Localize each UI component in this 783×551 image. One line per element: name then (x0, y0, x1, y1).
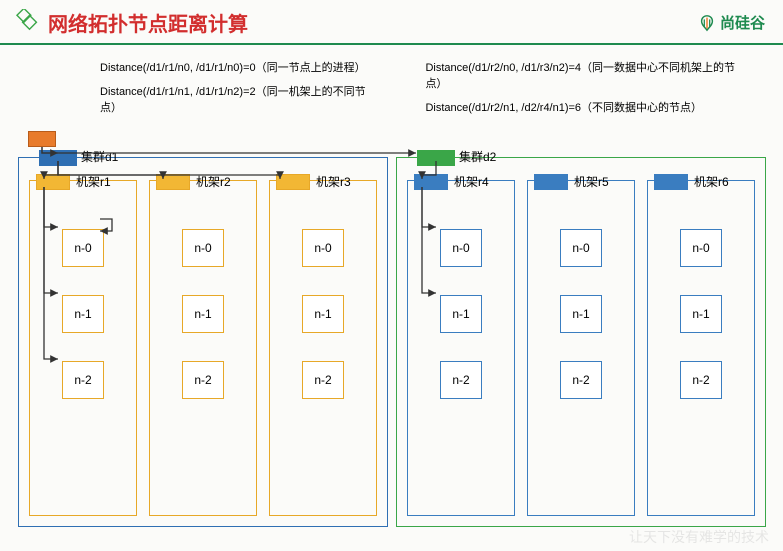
nodes-col: n-0 n-1 n-2 (30, 181, 136, 399)
node: n-1 (182, 295, 224, 333)
rack-label: 机架r6 (694, 173, 729, 190)
formulas: Distance(/d1/r1/n0, /d1/r1/n0)=0（同一节点上的进… (0, 45, 783, 125)
rack-label: 机架r3 (316, 173, 351, 190)
formula-line: Distance(/d1/r2/n0, /d1/r3/n2)=4（同一数据中心不… (425, 59, 743, 91)
rack-label: 机架r4 (454, 173, 489, 190)
node: n-0 (62, 229, 104, 267)
rack-box-icon (414, 174, 448, 190)
nodes-col: n-0 n-1 n-2 (150, 181, 256, 399)
node: n-0 (440, 229, 482, 267)
cluster-box-icon (39, 150, 77, 166)
cluster: 集群d1机架r1n-0n-1n-2机架r2n-0n-1n-2机架r3n-0n-1… (18, 157, 388, 527)
header: 网络拓扑节点距离计算 尚硅谷 (0, 0, 783, 45)
racks-row: 机架r1 n-0 n-1 n-2 机架r2 n-0 n-1 n-2 机架r3 n-0 n-1 n-2 (19, 158, 387, 526)
rack-header: 机架r3 (276, 173, 351, 190)
rack: 机架r5n-0n-1n-2 (527, 180, 635, 516)
brand: 尚硅谷 (698, 12, 765, 33)
rack: 机架r2n-0n-1n-2 (149, 180, 257, 516)
node: n-1 (440, 295, 482, 333)
nodes-col: n-0 n-1 n-2 (648, 181, 754, 399)
rack-box-icon (654, 174, 688, 190)
node: n-1 (302, 295, 344, 333)
brand-icon (698, 14, 716, 32)
node: n-0 (680, 229, 722, 267)
node: n-2 (62, 361, 104, 399)
cluster-box-icon (417, 150, 455, 166)
rack-header: 机架r4 (414, 173, 489, 190)
node: n-0 (182, 229, 224, 267)
node: n-1 (680, 295, 722, 333)
node: n-2 (680, 361, 722, 399)
rack-box-icon (534, 174, 568, 190)
rack-box-icon (36, 174, 70, 190)
rack-header: 机架r6 (654, 173, 729, 190)
nodes-col: n-0 n-1 n-2 (408, 181, 514, 399)
brand-text: 尚硅谷 (720, 12, 765, 33)
rack-label: 机架r2 (196, 173, 231, 190)
node: n-0 (560, 229, 602, 267)
watermark: 让天下没有难学的技术 (629, 527, 769, 547)
formula-col-right: Distance(/d1/r2/n0, /d1/r3/n2)=4（同一数据中心不… (425, 59, 743, 115)
formula-line: Distance(/d1/r1/n0, /d1/r1/n0)=0（同一节点上的进… (100, 59, 375, 75)
rack: 机架r3n-0n-1n-2 (269, 180, 377, 516)
root-node (28, 131, 56, 147)
rack-header: 机架r5 (534, 173, 609, 190)
node: n-1 (62, 295, 104, 333)
cluster-label: 集群d1 (81, 148, 118, 165)
formula-line: Distance(/d1/r2/n1, /d2/r4/n1)=6（不同数据中心的… (425, 99, 743, 115)
page-title: 网络拓扑节点距离计算 (48, 8, 248, 37)
racks-row: 机架r4 n-0 n-1 n-2 机架r5 n-0 n-1 n-2 机架r6 n-0 n-1 n-2 (397, 158, 765, 526)
node: n-0 (302, 229, 344, 267)
node: n-2 (302, 361, 344, 399)
header-left: 网络拓扑节点距离计算 (12, 8, 248, 37)
nodes-col: n-0 n-1 n-2 (270, 181, 376, 399)
rack-label: 机架r1 (76, 173, 111, 190)
rack: 机架r4n-0n-1n-2 (407, 180, 515, 516)
formula-line: Distance(/d1/r1/n1, /d1/r1/n2)=2（同一机架上的不… (100, 83, 375, 115)
nodes-col: n-0 n-1 n-2 (528, 181, 634, 399)
rack-header: 机架r1 (36, 173, 111, 190)
rack-label: 机架r5 (574, 173, 609, 190)
diamond-icon (12, 9, 40, 37)
node: n-2 (182, 361, 224, 399)
rack: 机架r6n-0n-1n-2 (647, 180, 755, 516)
rack: 机架r1n-0n-1n-2 (29, 180, 137, 516)
formula-col-left: Distance(/d1/r1/n0, /d1/r1/n0)=0（同一节点上的进… (100, 59, 375, 115)
cluster: 集群d2机架r4n-0n-1n-2机架r5n-0n-1n-2机架r6n-0n-1… (396, 157, 766, 527)
rack-box-icon (276, 174, 310, 190)
node: n-2 (440, 361, 482, 399)
cluster-label: 集群d2 (459, 148, 496, 165)
rack-header: 机架r2 (156, 173, 231, 190)
node: n-2 (560, 361, 602, 399)
node: n-1 (560, 295, 602, 333)
topology-diagram: 集群d1 机架r1 n-0 n-1 n-2 机架r2 n-0 n-1 n-2 机架r3 n-0 n-1… (18, 131, 765, 541)
rack-box-icon (156, 174, 190, 190)
